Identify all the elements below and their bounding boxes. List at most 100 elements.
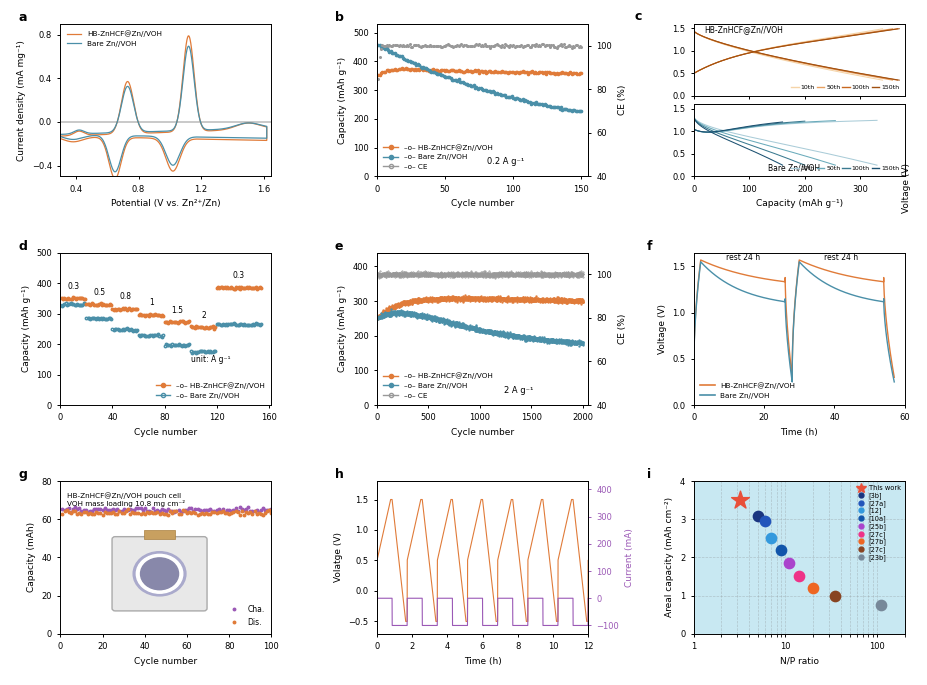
Line: HB-ZnHCF@Zn//VOH: HB-ZnHCF@Zn//VOH — [60, 36, 266, 179]
Y-axis label: Voltage (V): Voltage (V) — [657, 304, 666, 353]
Dis. — [57, 510, 68, 518]
Text: Bare Zn//VOH: Bare Zn//VOH — [767, 164, 819, 173]
Legend: 10th, 50th, 100th, 150th: 10th, 50th, 100th, 150th — [788, 163, 901, 173]
Y-axis label: Capacity (mAh g⁻¹): Capacity (mAh g⁻¹) — [21, 285, 31, 373]
Dis. — [96, 510, 108, 519]
X-axis label: N/P ratio: N/P ratio — [779, 656, 818, 666]
Cha. — [146, 508, 157, 516]
HB-ZnHCF@Zn//VOH — [242, 119, 253, 127]
Bare Zn//VOH — [183, 42, 194, 50]
Y-axis label: Capacity (mAh): Capacity (mAh) — [27, 523, 36, 593]
HB-ZnHCF@Zn//VOH — [62, 132, 73, 140]
Dis. — [122, 505, 133, 513]
Y-axis label: Current density (mA mg⁻¹): Current density (mA mg⁻¹) — [18, 40, 26, 160]
Point — [731, 495, 746, 506]
Cha. — [167, 507, 178, 515]
Bare Zn//VOH — [183, 135, 194, 143]
HB-ZnHCF@Zn//VOH — [55, 132, 66, 140]
Dis. — [106, 509, 117, 517]
Bare Zn//VOH — [55, 132, 66, 140]
Text: g: g — [19, 468, 27, 481]
Point — [791, 571, 806, 582]
HB-ZnHCF@Zn//VOH — [256, 136, 267, 145]
Text: c: c — [634, 10, 641, 23]
Text: a: a — [19, 11, 27, 24]
Bare Zn//VOH — [81, 133, 92, 141]
Dis. — [169, 507, 180, 515]
X-axis label: Capacity (mAh g⁻¹): Capacity (mAh g⁻¹) — [755, 199, 842, 208]
Y-axis label: CE (%): CE (%) — [617, 314, 626, 344]
Text: 0.5: 0.5 — [94, 288, 106, 297]
Text: i: i — [646, 468, 651, 481]
Cha. — [184, 503, 195, 512]
Legend: Cha., Dis.: Cha., Dis. — [222, 602, 267, 630]
Cha. — [260, 506, 271, 514]
X-axis label: Cycle number: Cycle number — [451, 199, 514, 208]
Point — [781, 558, 795, 569]
Text: 2 A g⁻¹: 2 A g⁻¹ — [503, 386, 532, 395]
Point — [872, 599, 887, 610]
Cha. — [57, 505, 68, 513]
Bare Zn//VOH — [55, 130, 66, 138]
Y-axis label: Capacity (mAh g⁻¹): Capacity (mAh g⁻¹) — [337, 285, 347, 373]
Dis. — [185, 509, 197, 517]
X-axis label: Time (h): Time (h) — [780, 428, 818, 437]
Point — [763, 533, 778, 544]
Y-axis label: Areal capacity (mAh cm⁻²): Areal capacity (mAh cm⁻²) — [665, 497, 674, 617]
Y-axis label: Capacity (mAh g⁻¹): Capacity (mAh g⁻¹) — [337, 57, 347, 144]
Bare Zn//VOH — [256, 134, 267, 142]
Text: d: d — [19, 240, 27, 253]
Bare Zn//VOH — [242, 119, 253, 127]
Cha. — [265, 505, 276, 513]
Y-axis label: Current (mA): Current (mA) — [624, 528, 633, 587]
Legend: This work, [3b], [27a], [12], [10a], [25b], [27c], [27b], [27c], [23b]: This work, [3b], [27a], [12], [10a], [25… — [853, 484, 900, 562]
Dis. — [253, 510, 264, 518]
Text: 0.3: 0.3 — [233, 271, 245, 280]
Point — [827, 590, 842, 601]
Legend: –o– HB-ZnHCF@Zn//VOH, –o– Bare Zn//VOH, –o– CE: –o– HB-ZnHCF@Zn//VOH, –o– Bare Zn//VOH, … — [380, 369, 495, 401]
Text: Voltage (V): Voltage (V) — [901, 164, 910, 213]
Text: rest 24 h: rest 24 h — [823, 253, 857, 262]
X-axis label: Time (h): Time (h) — [464, 656, 501, 666]
Cha. — [242, 503, 253, 511]
Bare Zn//VOH — [129, 103, 140, 111]
Bare Zn//VOH — [109, 168, 121, 176]
Text: f: f — [646, 240, 652, 253]
Text: 1.5: 1.5 — [171, 306, 184, 315]
Cha. — [96, 506, 108, 514]
Line: Cha.: Cha. — [61, 506, 273, 514]
Point — [773, 545, 788, 556]
Cha. — [253, 508, 264, 516]
Cha. — [106, 506, 117, 514]
Y-axis label: CE (%): CE (%) — [617, 85, 626, 115]
X-axis label: Potential (V vs. Zn²⁺/Zn): Potential (V vs. Zn²⁺/Zn) — [111, 199, 221, 208]
Text: 0.8: 0.8 — [120, 292, 132, 301]
Point — [756, 516, 771, 527]
Dis. — [162, 511, 173, 519]
Text: h: h — [335, 468, 343, 481]
Dis. — [260, 508, 271, 516]
Legend: 10th, 50th, 100th, 150th: 10th, 50th, 100th, 150th — [788, 82, 901, 92]
HB-ZnHCF@Zn//VOH — [183, 32, 194, 40]
Text: HB-ZnHCF@Zn//VOH pouch cell
VOH mass loading 10.8 mg cm⁻²: HB-ZnHCF@Zn//VOH pouch cell VOH mass loa… — [67, 492, 184, 507]
HB-ZnHCF@Zn//VOH — [183, 138, 194, 146]
Legend: HB-ZnHCF@Zn//VOH, Bare Zn//VOH: HB-ZnHCF@Zn//VOH, Bare Zn//VOH — [696, 379, 797, 401]
Line: Dis.: Dis. — [61, 508, 273, 516]
Text: rest 24 h: rest 24 h — [725, 253, 759, 262]
X-axis label: Cycle number: Cycle number — [134, 656, 197, 666]
Legend: –o– HB-ZnHCF@Zn//VOH, –o– Bare Zn//VOH, –o– CE: –o– HB-ZnHCF@Zn//VOH, –o– Bare Zn//VOH, … — [380, 141, 495, 173]
Text: 0.3: 0.3 — [68, 282, 80, 290]
Text: HB-ZnHCF@Zn//VOH: HB-ZnHCF@Zn//VOH — [704, 25, 782, 35]
HB-ZnHCF@Zn//VOH — [81, 135, 92, 143]
Legend: HB-ZnHCF@Zn//VOH, Bare Zn//VOH: HB-ZnHCF@Zn//VOH, Bare Zn//VOH — [64, 27, 165, 50]
HB-ZnHCF@Zn//VOH — [109, 175, 121, 183]
Text: unit: A g⁻¹: unit: A g⁻¹ — [191, 356, 231, 364]
Bare Zn//VOH — [62, 129, 73, 138]
Line: Bare Zn//VOH: Bare Zn//VOH — [60, 46, 266, 172]
HB-ZnHCF@Zn//VOH — [129, 101, 140, 109]
Text: 2: 2 — [201, 311, 206, 321]
HB-ZnHCF@Zn//VOH — [55, 134, 66, 142]
Text: 0.2 A g⁻¹: 0.2 A g⁻¹ — [487, 157, 524, 166]
Text: b: b — [335, 11, 343, 24]
Text: e: e — [335, 240, 343, 253]
